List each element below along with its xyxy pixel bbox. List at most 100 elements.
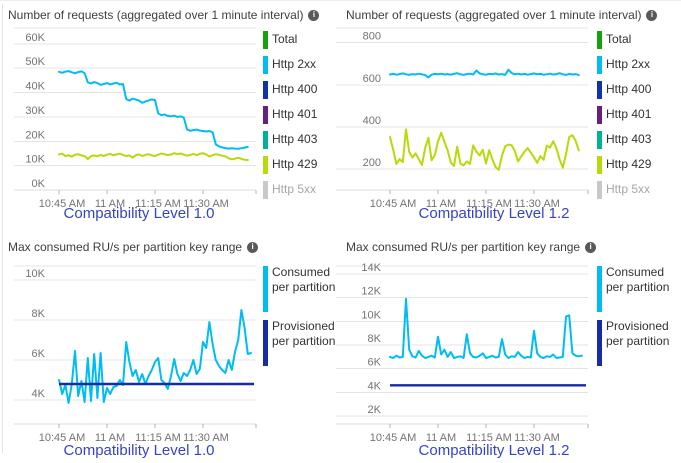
y-axis-label: 20K [25,129,45,141]
legend-swatch-http-5xx[interactable] [263,181,268,199]
legend-item-http-5xx[interactable]: Http 5xx [606,182,651,196]
legend-swatch-http-400[interactable] [597,81,602,99]
legend-swatch-consumed-per-partition[interactable] [597,266,602,312]
chart-title: Number of requests (aggregated over 1 mi… [346,8,642,22]
legend-swatch-total[interactable] [263,31,268,49]
legend-item-http-2xx[interactable]: Http 2xx [272,57,317,71]
y-axis-label: 10K [25,268,45,280]
legend-swatch-http-429[interactable] [263,156,268,174]
legend-item-http-429[interactable]: Http 429 [272,157,318,171]
legend-item-http-403[interactable]: Http 403 [606,132,652,146]
legend-item-http-429[interactable]: Http 429 [606,157,652,171]
series-line-http-429 [389,128,580,171]
legend-swatch-http-5xx[interactable] [597,181,602,199]
chart-title: Max consumed RU/s per partition key rang… [8,240,243,254]
info-icon[interactable]: i [247,241,259,253]
series-line-consumed-per-partition [58,309,252,404]
series-line-http-2xx [389,68,580,79]
x-axis-label: 10:45 AM [370,432,416,444]
legend-swatch-http-401[interactable] [597,106,602,124]
legend-swatch-provisioned-per-partition[interactable] [263,320,268,366]
legend-item-http-401[interactable]: Http 401 [272,107,318,121]
gridlines [336,265,588,417]
x-axis-label: 11:30 AM [514,198,560,210]
tile-bottom-border [0,0,681,1]
gridlines [336,27,588,170]
chart-bottom-right: 2K 4K 6K 8K 10K 12K 14K 10:45 AM 11 AM 11:15 AM 11… [336,262,589,444]
legend-item-http-400[interactable]: Http 400 [272,82,318,96]
legend-swatch-total[interactable] [597,31,602,49]
y-axis-label: 14K [361,262,381,274]
y-axis-label: 10K [25,154,45,166]
x-axis-label: 10:45 AM [370,198,416,210]
legend-swatch-http-2xx[interactable] [263,56,268,74]
y-axis-label: 800 [363,31,381,43]
legend-swatch-http-401[interactable] [263,106,268,124]
y-axis-label: 10K [361,309,381,321]
chart-top-left: 0K 10K 20K 30K 40K 50K 60K 10:45 AM 11 AM 11:15 A… [14,27,257,210]
x-axis-label: 11:15 AM [135,198,181,210]
tile-left-border [2,4,3,453]
x-axis-label: 11:15 AM [135,432,181,444]
chart-top-right: 200 400 600 800 10:45 AM 11 AM 11:15 AM 11:30 A… [336,27,589,210]
x-axis-label: 11:15 AM [466,432,512,444]
info-icon[interactable]: i [585,241,597,253]
legend-swatch-http-403[interactable] [263,131,268,149]
legend-item-consumed-per-partition[interactable]: Consumed per partition [606,265,670,294]
y-axis-label: 8K [368,333,382,345]
legend-item-http-401[interactable]: Http 401 [606,107,652,121]
y-axis-label: 60K [25,32,45,44]
y-axis-label: 50K [25,56,45,68]
y-axis-label: 6K [368,357,382,369]
y-axis-label: 6K [32,348,46,360]
legend-item-total[interactable]: Total [272,32,298,46]
chart-caption: Compatibility Level 1.2 [418,442,570,459]
y-axis-label: 200 [363,157,381,169]
chart-title: Number of requests (aggregated over 1 mi… [8,8,304,22]
legend-item-provisioned-per-partition[interactable]: Provisioned per partition [606,319,670,348]
x-axis-label: 11:30 AM [514,432,560,444]
legend-item-http-5xx[interactable]: Http 5xx [272,182,317,196]
x-axis-label: 11:15 AM [466,198,512,210]
chart-bottom-left: 4K 6K 8K 10K 10:45 AM 11 AM 11:15 AM 11:30 AM [14,265,257,444]
x-axis-label: 10:45 AM [39,432,85,444]
info-icon[interactable]: i [646,9,658,21]
x-axis-label: 10:45 AM [39,198,85,210]
y-axis-label: 2K [368,404,382,416]
chart-title-row: Max consumed RU/s per partition key rang… [8,240,259,254]
info-icon[interactable]: i [308,9,320,21]
legend-item-http-400[interactable]: Http 400 [606,82,652,96]
chart-caption: Compatibility Level 1.2 [418,205,570,222]
chart-caption: Compatibility Level 1.0 [63,442,215,459]
chart-title-row: Number of requests (aggregated over 1 mi… [8,8,320,22]
legend-item-provisioned-per-partition[interactable]: Provisioned per partition [272,319,336,348]
y-axis-label: 40K [25,81,45,93]
y-axis-label: 0K [32,178,46,190]
chart-title-row: Max consumed RU/s per partition key rang… [346,240,597,254]
legend-swatch-http-2xx[interactable] [597,56,602,74]
legend-item-consumed-per-partition[interactable]: Consumed per partition [272,265,336,294]
legend-swatch-http-403[interactable] [597,131,602,149]
gridlines [14,27,256,191]
series-line-consumed-per-partition [389,297,583,359]
y-axis-label: 4K [368,380,382,392]
x-axis-label: 11 AM [426,198,456,210]
legend-swatch-consumed-per-partition[interactable] [263,266,268,312]
series-line-http-2xx [58,70,249,150]
legend-item-total[interactable]: Total [606,32,632,46]
chart-title: Max consumed RU/s per partition key rang… [346,240,581,254]
x-axis-label: 11:30 AM [183,432,229,444]
legend-item-http-2xx[interactable]: Http 2xx [606,57,651,71]
legend-item-http-403[interactable]: Http 403 [272,132,318,146]
y-axis-label: 12K [361,286,381,298]
legend-swatch-http-429[interactable] [597,156,602,174]
chart-caption: Compatibility Level 1.0 [63,205,215,222]
legend-swatch-http-400[interactable] [263,81,268,99]
x-axis-label: 11:30 AM [183,198,229,210]
legend-swatch-provisioned-per-partition[interactable] [597,320,602,366]
gridlines [14,265,256,401]
x-axis-label: 11 AM [95,198,125,210]
y-axis-label: 400 [363,115,381,127]
